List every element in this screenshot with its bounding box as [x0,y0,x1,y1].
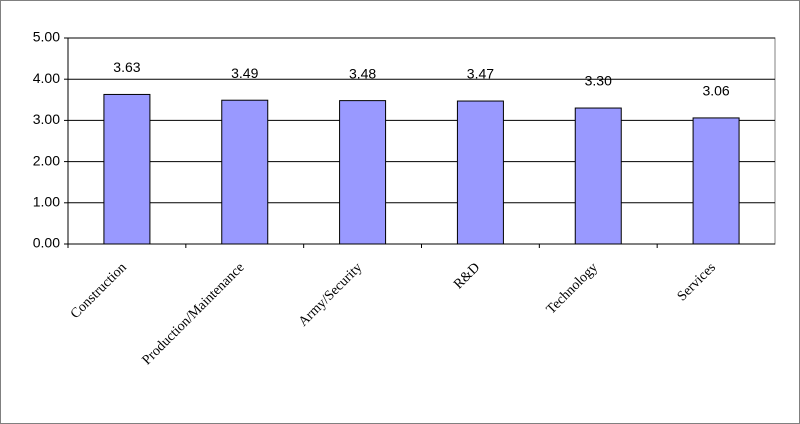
bar [692,117,740,245]
bar [456,100,504,245]
value-label: 3.30 [585,73,612,89]
bar [103,93,151,245]
value-label: 3.49 [231,65,258,81]
value-label: 3.06 [702,83,729,99]
y-tick-label: 5.00 [33,29,60,45]
y-tick-label: 4.00 [33,70,60,86]
bar [221,99,269,245]
bar [339,100,387,245]
y-tick-label: 1.00 [33,194,60,210]
value-label: 3.47 [467,66,494,82]
y-tick-label: 3.00 [33,111,60,127]
y-tick-label: 2.00 [33,152,60,168]
value-label: 3.63 [113,59,140,75]
bar [574,107,622,245]
plot-area [67,37,776,245]
value-label: 3.48 [349,65,376,81]
y-tick-label: 0.00 [33,235,60,251]
